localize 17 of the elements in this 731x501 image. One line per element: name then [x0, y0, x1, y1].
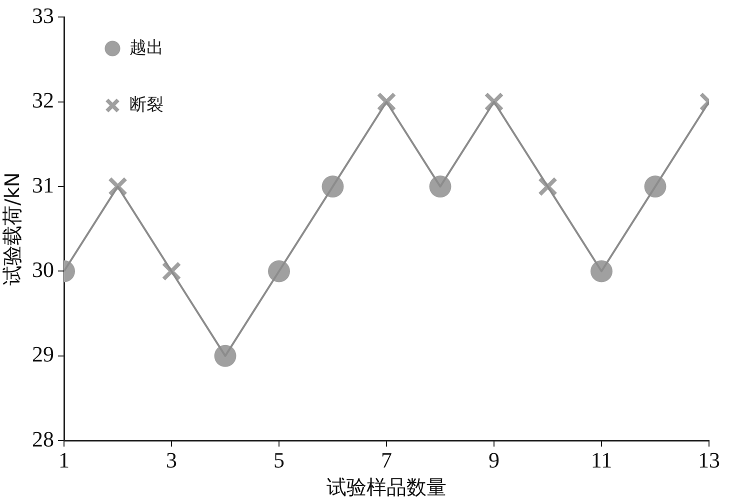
y-tick-label: 30 [32, 257, 54, 282]
x-tick-label: 7 [381, 448, 392, 473]
x-tick-label: 13 [698, 448, 720, 473]
legend-label: 越出 [130, 38, 164, 58]
y-tick-label: 33 [32, 2, 54, 28]
y-tick-label: 29 [32, 342, 54, 367]
x-tick-label: 11 [590, 448, 612, 473]
x-tick-label: 1 [58, 448, 70, 473]
y-axis-title: 试验载荷/kN [0, 172, 24, 286]
x-axis-title: 试验样品数量 [326, 475, 446, 500]
x-tick-label: 5 [274, 448, 284, 473]
y-tick-label: 31 [32, 172, 54, 198]
legend-label: 断裂 [130, 94, 164, 115]
y-tick-label: 28 [32, 426, 54, 452]
y-tick-label: 32 [32, 88, 54, 113]
x-tick-label: 3 [166, 448, 177, 473]
x-tick-label: 9 [488, 448, 500, 473]
